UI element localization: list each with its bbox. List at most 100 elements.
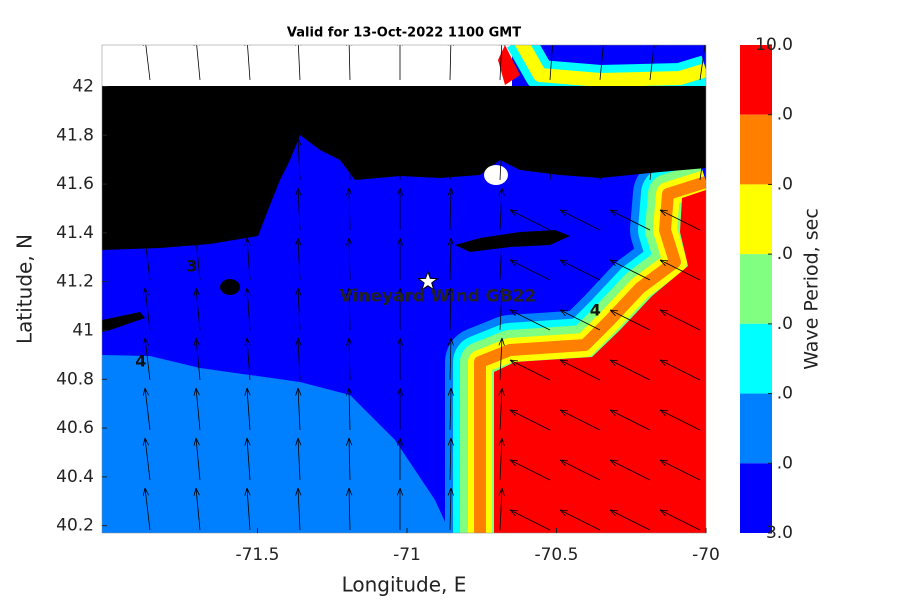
- current-arrow: [498, 237, 505, 281]
- current-arrow: [346, 287, 353, 331]
- current-arrow: [609, 509, 651, 531]
- current-arrow: [193, 187, 201, 231]
- y-tick-label: 40.2: [56, 516, 94, 536]
- current-arrow: [559, 209, 601, 231]
- current-arrow: [295, 387, 302, 431]
- colorbar-band: [740, 254, 772, 324]
- current-arrow: [447, 187, 454, 231]
- current-arrow: [699, 137, 706, 181]
- current-arrow: [559, 259, 601, 281]
- current-arrow: [609, 259, 651, 281]
- current-arrow: [193, 437, 201, 481]
- current-arrow: [498, 437, 505, 481]
- current-arrow: [244, 487, 251, 531]
- current-arrow: [142, 187, 151, 231]
- colorbar-tick-label: 10.0: [755, 35, 793, 55]
- current-arrow: [396, 437, 404, 480]
- current-arrows: [142, 45, 706, 531]
- colorbar-tick-label: .0: [777, 453, 793, 473]
- current-arrow: [244, 287, 251, 331]
- x-tick-label: -70.5: [534, 545, 578, 565]
- current-arrow: [396, 337, 404, 380]
- current-arrow: [699, 87, 706, 131]
- current-arrow: [295, 187, 302, 231]
- current-arrow: [498, 187, 505, 231]
- current-arrow: [295, 45, 302, 81]
- current-arrow: [396, 187, 404, 230]
- plot-frame: [101, 44, 707, 534]
- current-arrow: [599, 137, 607, 181]
- current-arrow: [193, 237, 201, 281]
- contour-region: [102, 355, 450, 533]
- current-arrow: [649, 87, 658, 131]
- y-axis-label: Latitude, N: [13, 234, 37, 344]
- current-arrow: [193, 287, 201, 331]
- island: [220, 279, 240, 295]
- current-arrow: [509, 409, 551, 431]
- contour-region: [494, 190, 706, 533]
- current-arrow: [396, 287, 404, 330]
- current-arrow: [659, 509, 701, 531]
- current-arrow: [609, 409, 651, 431]
- current-arrow: [549, 87, 556, 131]
- x-tick-label: -71.5: [235, 545, 279, 565]
- current-arrow: [244, 137, 251, 181]
- current-arrow: [599, 87, 607, 131]
- colorbar-tick-label: .0: [777, 244, 793, 264]
- current-arrow: [509, 259, 551, 281]
- current-arrow: [559, 309, 601, 331]
- current-arrow: [498, 487, 505, 531]
- current-arrow: [509, 359, 551, 381]
- y-tick-label: 40.8: [56, 369, 94, 389]
- colorbar-band: [740, 45, 772, 115]
- current-arrow: [659, 409, 701, 431]
- current-arrow: [447, 137, 454, 181]
- current-arrow: [509, 459, 551, 481]
- current-arrow: [447, 437, 454, 481]
- colorbar-tick-label: 3.0: [766, 523, 793, 543]
- y-tick-label: 40.4: [56, 467, 94, 487]
- current-arrow: [509, 209, 551, 231]
- colorbar-tick-label: .0: [777, 384, 793, 404]
- current-arrow: [295, 287, 302, 331]
- current-arrow: [346, 437, 353, 481]
- current-arrow: [498, 287, 505, 331]
- colorbar-label: Wave Period, sec: [801, 208, 823, 370]
- current-arrow: [244, 45, 251, 81]
- current-arrow: [609, 359, 651, 381]
- current-arrow: [498, 387, 505, 431]
- current-arrow: [659, 259, 701, 281]
- current-arrow: [396, 87, 404, 130]
- station-marker: [416, 270, 439, 292]
- current-arrow: [295, 87, 302, 131]
- current-arrow: [193, 87, 201, 131]
- contour-label: 4: [590, 300, 601, 319]
- current-arrow: [142, 487, 151, 531]
- current-arrow: [142, 87, 151, 131]
- current-arrow: [142, 287, 151, 331]
- x-tick-label: -71: [393, 545, 421, 565]
- current-arrow: [396, 237, 404, 280]
- current-arrow: [346, 45, 353, 81]
- current-arrow: [609, 209, 651, 231]
- colorbar-band: [740, 114, 772, 185]
- current-arrow: [659, 309, 701, 331]
- current-arrow: [346, 137, 353, 181]
- y-tick-label: 40.6: [56, 418, 94, 438]
- x-tick-label: -70: [692, 545, 720, 565]
- current-arrow: [142, 337, 151, 381]
- colorbar-band: [740, 323, 772, 394]
- current-arrow: [244, 337, 251, 381]
- current-arrow: [244, 87, 251, 131]
- current-arrow: [447, 287, 454, 331]
- island: [102, 312, 145, 332]
- current-arrow: [295, 487, 302, 531]
- no-data: [484, 165, 508, 185]
- y-tick-label: 42: [72, 76, 94, 96]
- current-arrow: [649, 137, 658, 181]
- current-arrow: [142, 387, 151, 431]
- y-tick-label: 41.8: [56, 125, 94, 145]
- current-arrow: [599, 45, 607, 81]
- chart-title: Valid for 13-Oct-2022 1100 GMT: [287, 26, 521, 41]
